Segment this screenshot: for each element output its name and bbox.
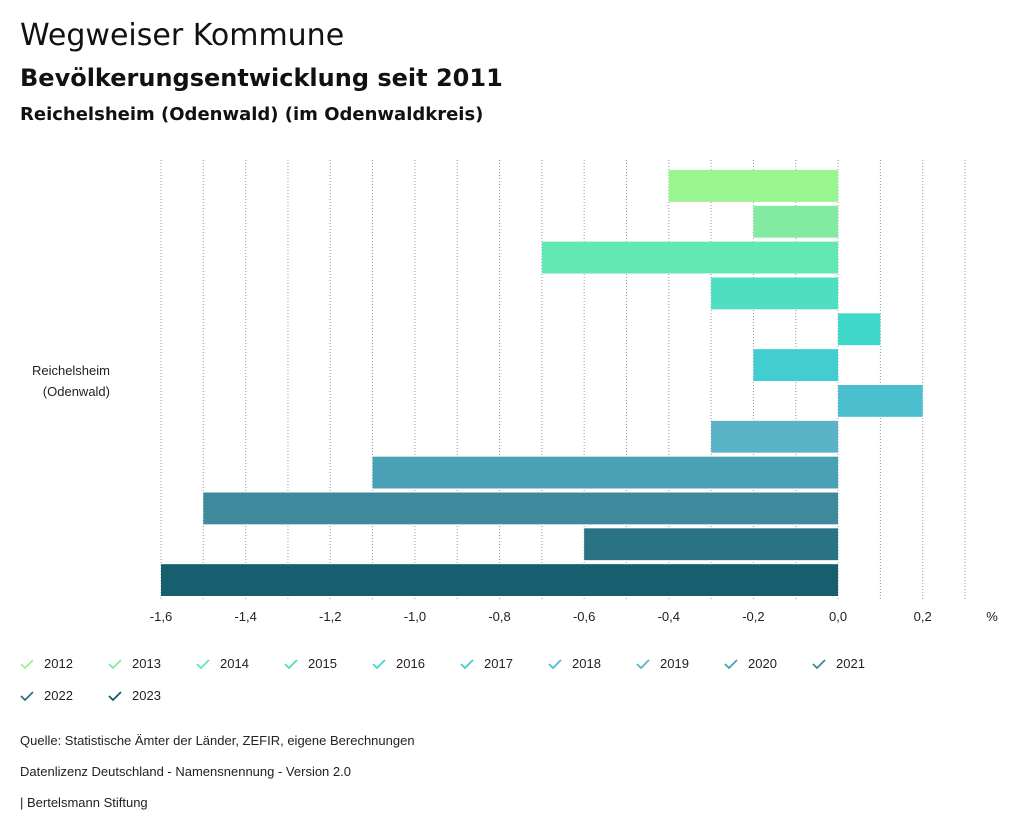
page-title: Wegweiser Kommune <box>20 18 345 53</box>
grid-layer <box>160 160 966 600</box>
legend-item-2017[interactable]: 2017 <box>460 656 513 671</box>
bar-2018[interactable] <box>838 385 923 417</box>
legend-label: 2020 <box>748 656 777 671</box>
bar-2021[interactable] <box>203 492 839 525</box>
check-icon <box>20 690 34 701</box>
check-icon <box>724 658 738 669</box>
check-icon <box>20 658 34 669</box>
bar-chart: Reichelsheim (Odenwald) % -1,6 -1,4 -1,2 -1… <box>32 160 998 624</box>
legend-item-2021[interactable]: 2021 <box>812 656 865 671</box>
bar-2014[interactable] <box>541 241 839 274</box>
legend-label: 2018 <box>572 656 601 671</box>
legend-item-2016[interactable]: 2016 <box>372 656 425 671</box>
bar-2019[interactable] <box>711 420 839 453</box>
legend-item-2012[interactable]: 2012 <box>20 656 73 671</box>
check-icon <box>548 658 562 669</box>
x-tick-label: -0,8 <box>488 609 510 624</box>
legend-label: 2023 <box>132 688 161 703</box>
bar-2015[interactable] <box>711 277 839 310</box>
x-tick-label: -1,0 <box>404 609 426 624</box>
legend-item-2015[interactable]: 2015 <box>284 656 337 671</box>
check-icon <box>460 658 474 669</box>
bar-2013[interactable] <box>753 205 839 238</box>
x-tick-label: -0,2 <box>742 609 764 624</box>
legend-label: 2019 <box>660 656 689 671</box>
legend-item-2022[interactable]: 2022 <box>20 688 73 703</box>
legend-label: 2021 <box>836 656 865 671</box>
legend-item-2018[interactable]: 2018 <box>548 656 601 671</box>
publisher-note: | Bertelsmann Stiftung <box>20 795 148 810</box>
bar-2012[interactable] <box>668 170 839 202</box>
legend-item-2020[interactable]: 2020 <box>724 656 777 671</box>
region-title: Reichelsheim (Odenwald) (im Odenwaldkrei… <box>20 104 484 125</box>
legend-item-2013[interactable]: 2013 <box>108 656 161 671</box>
x-tick-label: -0,6 <box>573 609 595 624</box>
x-tick-label: -1,4 <box>234 609 256 624</box>
legend-label: 2014 <box>220 656 249 671</box>
x-tick-label: 0,0 <box>829 609 847 624</box>
bar-2020[interactable] <box>372 456 839 489</box>
bar-2016[interactable] <box>838 313 881 346</box>
check-icon <box>284 658 298 669</box>
category-label-line-1: Reichelsheim <box>32 363 110 378</box>
check-icon <box>636 658 650 669</box>
x-tick-label: -0,4 <box>658 609 680 624</box>
legend-item-2019[interactable]: 2019 <box>636 656 689 671</box>
legend-label: 2015 <box>308 656 337 671</box>
x-tick-label: -1,6 <box>150 609 172 624</box>
bar-2023[interactable] <box>161 564 839 596</box>
source-note: Quelle: Statistische Ämter der Länder, Z… <box>20 733 415 748</box>
legend-label: 2016 <box>396 656 425 671</box>
legend-label: 2017 <box>484 656 513 671</box>
legend-label: 2022 <box>44 688 73 703</box>
category-label-line-2: (Odenwald) <box>43 384 110 399</box>
x-tick-label: -1,2 <box>319 609 341 624</box>
legend-item-2014[interactable]: 2014 <box>196 656 249 671</box>
chart-subtitle: Bevölkerungsentwicklung seit 2011 <box>20 64 503 92</box>
check-icon <box>372 658 386 669</box>
x-tick-label: 0,2 <box>914 609 932 624</box>
legend-item-2023[interactable]: 2023 <box>108 688 161 703</box>
label-layer: Reichelsheim (Odenwald) % <box>32 363 998 624</box>
tick-layer: -1,6 -1,4 -1,2 -1,0 -0,8 -0,6 -0,4 -0,2 0,0 0,2 <box>150 609 932 624</box>
legend-label: 2013 <box>132 656 161 671</box>
check-icon <box>196 658 210 669</box>
axis-unit-label: % <box>986 609 998 624</box>
license-note: Datenlizenz Deutschland - Namensnennung … <box>20 764 351 779</box>
check-icon <box>108 658 122 669</box>
legend-label: 2012 <box>44 656 73 671</box>
bar-2022[interactable] <box>584 528 839 561</box>
check-icon <box>108 690 122 701</box>
check-icon <box>812 658 826 669</box>
bar-layer <box>161 170 923 596</box>
bar-2017[interactable] <box>753 349 839 381</box>
